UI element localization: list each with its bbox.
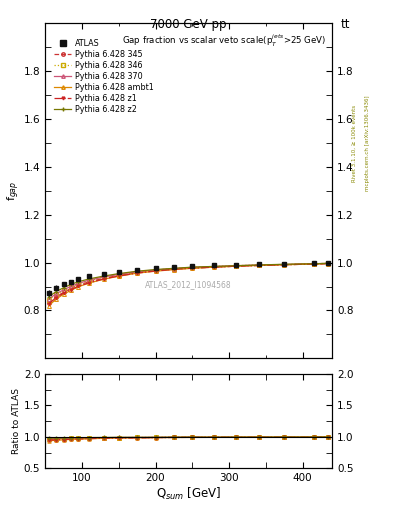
Legend: ATLAS, Pythia 6.428 345, Pythia 6.428 346, Pythia 6.428 370, Pythia 6.428 ambt1,: ATLAS, Pythia 6.428 345, Pythia 6.428 34… — [52, 37, 155, 115]
Text: Gap fraction vs scalar veto scale(p$_T^{jets}$>25 GeV): Gap fraction vs scalar veto scale(p$_T^{… — [122, 33, 326, 49]
Y-axis label: f$_{gap}$: f$_{gap}$ — [6, 181, 22, 201]
Text: ATLAS_2012_I1094568: ATLAS_2012_I1094568 — [145, 280, 232, 289]
Text: tt: tt — [341, 18, 351, 31]
Text: mcplots.cern.ch [arXiv:1306.3436]: mcplots.cern.ch [arXiv:1306.3436] — [365, 96, 371, 191]
Text: 7000 GeV pp: 7000 GeV pp — [151, 18, 227, 31]
X-axis label: Q$_{sum}$ [GeV]: Q$_{sum}$ [GeV] — [156, 486, 221, 502]
Text: Rivet 3.1.10, ≥ 100k events: Rivet 3.1.10, ≥ 100k events — [352, 105, 357, 182]
Y-axis label: Ratio to ATLAS: Ratio to ATLAS — [12, 388, 21, 454]
